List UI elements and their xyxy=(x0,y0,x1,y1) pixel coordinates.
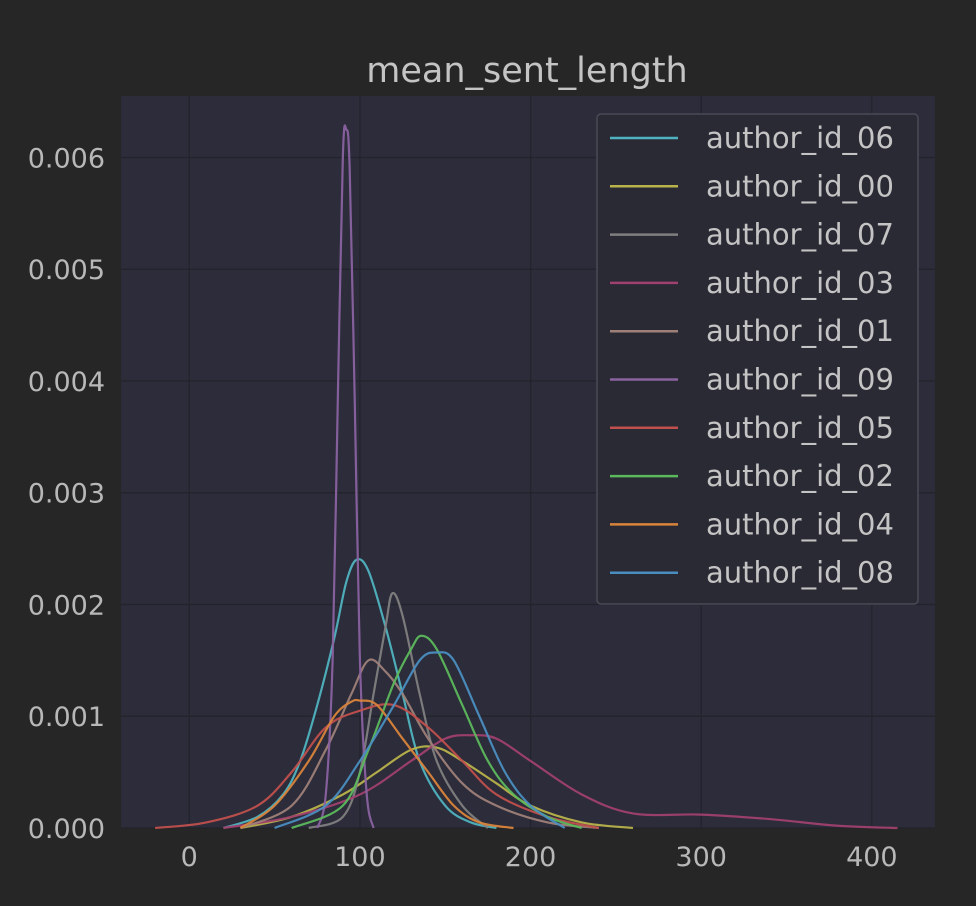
legend-label: author_id_08 xyxy=(706,556,894,590)
series-line-author_id_08 xyxy=(274,651,566,830)
y-tick-label: 0.003 xyxy=(28,479,105,510)
series-line-author_id_06 xyxy=(223,558,497,830)
legend-label: author_id_09 xyxy=(706,363,894,397)
x-tick-label: 300 xyxy=(675,842,727,873)
chart-title: mean_sent_length xyxy=(366,51,688,91)
legend-label: author_id_01 xyxy=(706,314,894,348)
legend-label: author_id_05 xyxy=(706,411,894,445)
x-tick-label: 0 xyxy=(181,842,198,873)
x-tick-label: 200 xyxy=(505,842,557,873)
legend-box xyxy=(596,113,919,605)
y-tick-label: 0.004 xyxy=(28,367,105,398)
y-axis-ticks: 0.000 0.001 0.002 0.003 0.004 0.005 0.006 xyxy=(28,143,105,845)
series-line-author_id_04 xyxy=(239,698,514,830)
x-tick-label: 400 xyxy=(846,842,898,873)
series-layer xyxy=(155,124,898,830)
legend-label: author_id_03 xyxy=(706,266,894,300)
x-tick-label: 100 xyxy=(334,842,386,873)
y-tick-label: 0.006 xyxy=(28,143,105,174)
legend-label: author_id_00 xyxy=(706,169,894,203)
legend-label: author_id_04 xyxy=(706,507,894,541)
y-tick-label: 0.005 xyxy=(28,255,105,286)
legend-label: author_id_07 xyxy=(706,218,894,252)
y-tick-label: 0.000 xyxy=(28,814,105,845)
y-tick-label: 0.002 xyxy=(28,590,105,621)
legend: author_id_06 author_id_00 author_id_07auth… xyxy=(596,113,919,605)
legend-label: author_id_02 xyxy=(706,459,894,493)
series-line-author_id_03 xyxy=(223,734,898,830)
series-line-author_id_09 xyxy=(316,124,375,829)
x-axis-ticks: 0 100 200 300 400 xyxy=(181,842,898,873)
series-line-author_id_01 xyxy=(240,658,599,830)
legend-label: author_id_06 xyxy=(706,121,894,155)
y-tick-label: 0.001 xyxy=(28,702,105,733)
series-line-author_id_02 xyxy=(291,634,583,830)
